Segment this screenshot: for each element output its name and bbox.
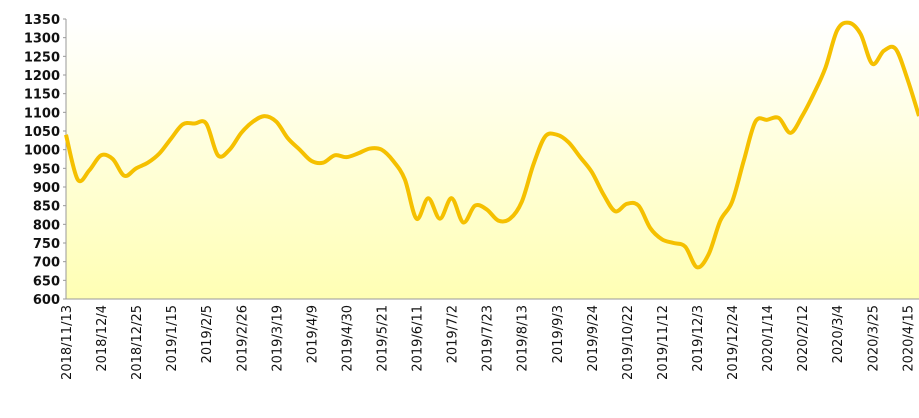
x-tick-label: 2019/12/3: [691, 305, 706, 372]
y-tick-label: 1000: [24, 144, 60, 159]
x-tick-label: 2020/4/15: [901, 305, 916, 372]
x-tick-label: 2019/4/9: [305, 305, 320, 363]
x-tick-label: 2019/4/30: [340, 305, 355, 372]
y-tick-label: 1300: [24, 32, 60, 47]
y-tick-label: 1250: [24, 50, 60, 65]
line: [64, 20, 919, 270]
x-tick-label: 2019/9/3: [551, 305, 566, 363]
x-tick-label: 2018/12/4: [95, 305, 110, 372]
y-tick-label: 1050: [24, 125, 60, 140]
x-tick-label: 2018/11/13: [60, 305, 75, 380]
y-tick-label: 600: [33, 293, 60, 308]
y-tick-label: 950: [33, 162, 60, 177]
x-tick-label: 2019/3/19: [270, 305, 285, 372]
x-tick-label: 2019/11/12: [656, 305, 671, 380]
y-tick-label: 1100: [24, 106, 60, 121]
x-tick-label: 2019/2/26: [235, 305, 250, 372]
x-tick-label: 2019/9/24: [586, 305, 601, 372]
x-tick-label: 2020/2/12: [796, 305, 811, 372]
y-tick-label: 1200: [24, 69, 60, 84]
x-tick-label: 2019/6/11: [411, 305, 426, 372]
x-tick-label: 2019/7/2: [446, 305, 461, 363]
y-tick-label: 650: [33, 274, 60, 289]
y-tick-label: 800: [33, 218, 60, 233]
x-tick-label: 2020/3/25: [866, 305, 881, 372]
x-tick-label: 2020/1/14: [761, 305, 776, 372]
y-tick-label: 700: [33, 256, 60, 271]
x-tick-label: 2019/7/23: [481, 305, 496, 372]
x-tick-label: 2019/10/22: [621, 305, 636, 380]
y-tick-label: 750: [33, 237, 60, 252]
y-tick-label: 1350: [24, 13, 60, 28]
x-tick-label: 2019/12/24: [726, 305, 741, 380]
x-tick-label: 2019/1/15: [165, 305, 180, 372]
plot-area: [66, 19, 919, 299]
x-tick-label: 2019/8/13: [516, 305, 531, 372]
x-tick-label: 2019/2/5: [200, 305, 215, 363]
x-tick-label: 2019/5/21: [375, 305, 390, 372]
y-tick-label: 900: [33, 181, 60, 196]
y-tick-label: 1150: [24, 88, 60, 103]
y-tick-label: 850: [33, 200, 60, 215]
x-tick-label: 2018/12/25: [130, 305, 145, 380]
x-tick-label: 2020/3/4: [831, 305, 846, 363]
